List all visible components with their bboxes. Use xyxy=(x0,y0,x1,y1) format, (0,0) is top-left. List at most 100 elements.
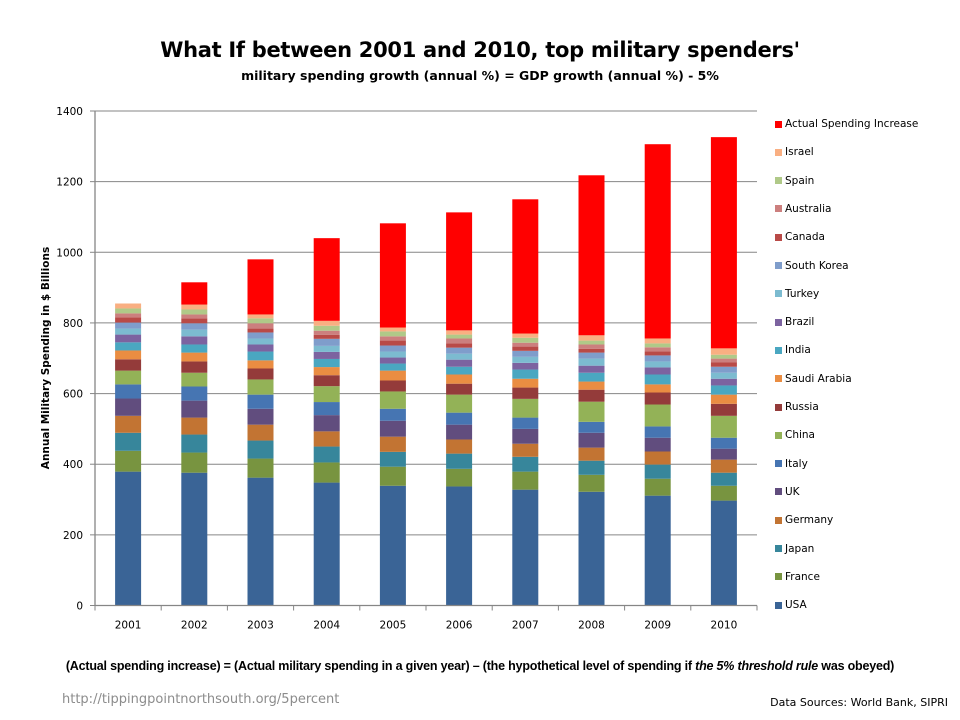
y-tick-label: 200 xyxy=(63,530,83,542)
bar-segment-japan-2010 xyxy=(710,472,737,486)
bar-segment-japan-2004 xyxy=(313,446,340,463)
bar-segment-italy-2004 xyxy=(313,402,340,416)
bar-segment-actual-spending-increase-2004 xyxy=(313,238,340,321)
bar-segment-turkey-2001 xyxy=(115,328,142,335)
bar-segment-italy-2006 xyxy=(446,412,473,425)
bar-segment-japan-2009 xyxy=(644,464,671,479)
legend-swatch xyxy=(775,573,782,581)
source-url[interactable]: http://tippingpointnorthsouth.org/5perce… xyxy=(62,692,340,707)
bar-segment-brazil-2009 xyxy=(644,367,671,375)
bar-segment-germany-2002 xyxy=(181,417,208,435)
legend-swatch xyxy=(775,290,782,298)
bar-segment-italy-2002 xyxy=(181,386,208,401)
legend-label: Canada xyxy=(785,231,825,244)
bar-segment-australia-2001 xyxy=(115,313,142,318)
legend-item-actual-spending-increase: Actual Spending Increase xyxy=(775,117,918,131)
bar-segment-france-2001 xyxy=(115,450,142,472)
bar-segment-spain-2008 xyxy=(578,340,605,345)
bar-segment-japan-2003 xyxy=(247,440,274,459)
bar-segment-france-2007 xyxy=(512,471,539,490)
bar-segment-saudi-arabia-2005 xyxy=(379,370,406,381)
legend-item-turkey: Turkey xyxy=(775,287,819,301)
bar-segment-turkey-2002 xyxy=(181,329,208,337)
legend-swatch xyxy=(775,177,782,185)
bar-segment-india-2004 xyxy=(313,358,340,368)
legend-label: UK xyxy=(785,485,800,498)
bar-segment-brazil-2003 xyxy=(247,344,274,352)
bar-segment-canada-2004 xyxy=(313,334,340,339)
bar-segment-uk-2009 xyxy=(644,437,671,452)
bar-segment-china-2003 xyxy=(247,379,274,395)
bar-segment-japan-2005 xyxy=(379,451,406,467)
bar-segment-canada-2008 xyxy=(578,348,605,353)
bar-segment-usa-2009 xyxy=(644,495,671,606)
bar-stack-2001 xyxy=(115,303,142,606)
bar-segment-uk-2008 xyxy=(578,432,605,448)
bar-segment-spain-2002 xyxy=(181,309,208,315)
bar-segment-canada-2009 xyxy=(644,351,671,356)
bar-segment-france-2009 xyxy=(644,478,671,496)
legend-label: Spain xyxy=(785,174,815,187)
legend-item-china: China xyxy=(775,428,815,442)
bar-segment-uk-2006 xyxy=(446,424,473,440)
bar-segment-south-korea-2007 xyxy=(512,350,539,357)
bar-segment-russia-2001 xyxy=(115,359,142,371)
bar-segment-saudi-arabia-2004 xyxy=(313,367,340,376)
bar-segment-uk-2002 xyxy=(181,400,208,418)
legend-label: Saudi Arabia xyxy=(785,372,852,385)
bar-segment-india-2005 xyxy=(379,363,406,371)
bar-segment-uk-2005 xyxy=(379,420,406,437)
bar-segment-russia-2002 xyxy=(181,361,208,373)
legend-item-uk: UK xyxy=(775,485,800,499)
y-tick-label: 600 xyxy=(63,389,83,401)
bar-segment-italy-2009 xyxy=(644,426,671,438)
bar-segment-canada-2005 xyxy=(379,340,406,346)
bar-segment-israel-2004 xyxy=(313,320,340,326)
bar-segment-germany-2005 xyxy=(379,436,406,452)
bar-segment-actual-spending-increase-2008 xyxy=(578,175,605,336)
x-tick-label: 2004 xyxy=(313,620,340,632)
bar-segment-spain-2001 xyxy=(115,308,142,314)
bar-segment-israel-2002 xyxy=(181,304,208,310)
legend-item-russia: Russia xyxy=(775,400,819,414)
bar-segment-italy-2008 xyxy=(578,421,605,433)
bar-segment-india-2009 xyxy=(644,374,671,385)
bar-segment-south-korea-2004 xyxy=(313,338,340,346)
bar-segment-israel-2006 xyxy=(446,330,473,335)
legend-swatch xyxy=(775,375,782,383)
bar-segment-russia-2006 xyxy=(446,383,473,395)
bar-segment-canada-2006 xyxy=(446,343,473,348)
bar-segment-china-2007 xyxy=(512,398,539,418)
bar-segment-uk-2001 xyxy=(115,398,142,416)
bar-segment-germany-2006 xyxy=(446,439,473,454)
x-tick-label: 2001 xyxy=(115,620,142,632)
bar-segment-saudi-arabia-2010 xyxy=(710,394,737,404)
y-axis-title: Annual Military Spending in $ Billions xyxy=(40,247,52,469)
bar-segment-turkey-2008 xyxy=(578,358,605,366)
x-tick-label: 2009 xyxy=(644,620,671,632)
bar-segment-turkey-2006 xyxy=(446,353,473,360)
bar-segment-japan-2006 xyxy=(446,453,473,469)
bar-segment-japan-2008 xyxy=(578,460,605,475)
y-tick-label: 0 xyxy=(76,601,83,613)
bar-segment-brazil-2004 xyxy=(313,351,340,359)
legend-item-canada: Canada xyxy=(775,230,825,244)
bar-segment-turkey-2009 xyxy=(644,361,671,368)
bar-stack-2004 xyxy=(313,238,340,606)
x-tick-label: 2005 xyxy=(380,620,407,632)
bar-segment-usa-2005 xyxy=(379,485,406,606)
bar-segment-brazil-2005 xyxy=(379,357,406,364)
legend-swatch xyxy=(775,488,782,496)
x-tick-label: 2006 xyxy=(446,620,473,632)
legend-label: Actual Spending Increase xyxy=(785,118,919,130)
bar-segment-israel-2007 xyxy=(512,333,539,338)
bar-segment-actual-spending-increase-2003 xyxy=(247,259,274,315)
bar-segment-india-2001 xyxy=(115,342,142,351)
bar-segment-canada-2010 xyxy=(710,362,737,367)
bar-segment-russia-2003 xyxy=(247,368,274,380)
bar-segment-china-2008 xyxy=(578,401,605,422)
bar-segment-india-2003 xyxy=(247,351,274,361)
y-tick-label: 1000 xyxy=(56,247,83,259)
footnote-italic: the 5% threshold rule xyxy=(695,659,819,673)
bar-segment-germany-2010 xyxy=(710,459,737,473)
